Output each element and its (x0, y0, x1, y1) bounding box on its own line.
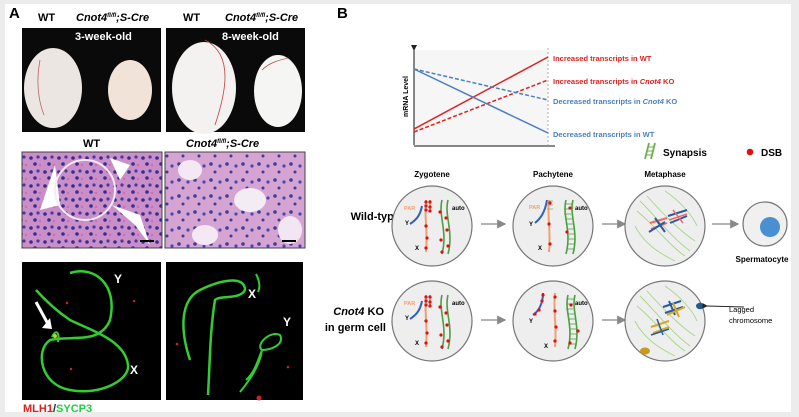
line-decreased-ko (413, 68, 549, 101)
legend-dsb-label: DSB (761, 148, 782, 159)
svg-text:X: X (415, 246, 419, 252)
gross-left-ko-label: Cnot4fl/fl;S-Cre (76, 12, 149, 24)
line-label-decreased-wt: Decreased transcripts in WT (553, 130, 655, 139)
svg-text:Y: Y (405, 316, 409, 322)
spermatocyte-label: Spermatocyte (736, 255, 789, 264)
spread-wt-y-label: Y (114, 272, 122, 286)
row-label-wild-type: Wild-type (351, 211, 400, 223)
svg-text:Y: Y (529, 222, 533, 228)
spread-ko-x-label: X (248, 287, 256, 301)
spread-ko-y-label: Y (283, 315, 291, 329)
wt-metaphase-cell (624, 185, 706, 267)
spread-wt-x-label: X (130, 363, 138, 377)
stage-pachytene: Pachytene (533, 170, 574, 179)
diagram-legend: Synapsis DSB (644, 142, 782, 160)
svg-text:PAR: PAR (404, 206, 415, 212)
age-label-3-week: 3-week-old (75, 31, 132, 43)
stage-metaphase: Metaphase (644, 170, 686, 179)
row-label-germ-cell: in germ cell (325, 322, 386, 334)
panel-b-label: B (337, 5, 348, 22)
panel-a-label: A (9, 5, 20, 22)
svg-text:X: X (544, 344, 548, 350)
testis-photo-8-week: 8-week-old (166, 28, 305, 134)
svg-text:X: X (538, 246, 542, 252)
dsb-dot-icon (746, 148, 754, 156)
svg-text:X: X (415, 341, 419, 347)
svg-text:auto: auto (452, 301, 465, 307)
svg-text:PAR: PAR (404, 301, 415, 307)
svg-text:auto: auto (575, 301, 588, 307)
lagged-label-line2: chromosome (729, 316, 772, 325)
svg-text:auto: auto (575, 206, 588, 212)
plot-ylabel: mRNA Level (403, 76, 410, 117)
svg-text:auto: auto (452, 206, 465, 212)
spread-ko-image: X Y (166, 262, 303, 401)
svg-text:Y: Y (529, 319, 533, 325)
gross-right-ko-label: Cnot4fl/fl;S-Cre (225, 12, 298, 24)
gross-morphology-labels: WT Cnot4fl/fl;S-Cre WT Cnot4fl/fl;S-Cre (38, 12, 298, 24)
spread-wt-image: Y X (22, 262, 161, 400)
age-label-8-week: 8-week-old (222, 31, 279, 43)
lagged-label-line1: Lagged (729, 305, 754, 314)
spermatocyte-cell (742, 201, 788, 247)
lagged-chromosome (696, 302, 704, 310)
wt-pachytene-cell: PAR Y X auto (512, 185, 594, 267)
ko-pachytene-cell: Y X auto (512, 280, 594, 362)
histology-wt-label: WT (83, 138, 100, 150)
row-label-cnot4-ko: Cnot4 KO (333, 306, 384, 318)
ko-zygotene-cell: PAR Y X auto (391, 280, 473, 362)
stage-zygotene: Zygotene (414, 170, 450, 179)
histology-ko-label: Cnot4fl/fl;S-Cre (186, 138, 259, 150)
line-decreased-wt (413, 68, 549, 134)
svg-text:PAR: PAR (529, 205, 540, 211)
line-label-increased-ko: Increased transcripts in Cnot4 KO (553, 77, 674, 86)
line-increased-wt (413, 56, 549, 130)
testis-photo-3-week: 3-week-old (22, 28, 161, 132)
svg-text:Y: Y (405, 221, 409, 227)
synapsis-ladder-icon (644, 142, 656, 160)
histology-wt-image (21, 151, 163, 249)
line-label-increased-wt: Increased transcripts in WT (553, 54, 652, 63)
wt-zygotene-cell: PAR Y X auto (391, 185, 473, 267)
gross-right-wt-label: WT (183, 12, 200, 24)
legend-synapsis-label: Synapsis (663, 148, 707, 159)
histology-ko-image (164, 151, 306, 249)
stain-legend: MLH1/SYCP3 (23, 403, 92, 415)
gross-left-wt-label: WT (38, 12, 55, 24)
line-label-decreased-ko: Decreased transcripts in Cnot4 KO (553, 97, 677, 106)
lagged-pointer (702, 303, 745, 309)
mrna-level-plot: mRNA Level Increased transcripts in WT I… (403, 45, 677, 147)
ko-metaphase-cell (624, 280, 706, 362)
